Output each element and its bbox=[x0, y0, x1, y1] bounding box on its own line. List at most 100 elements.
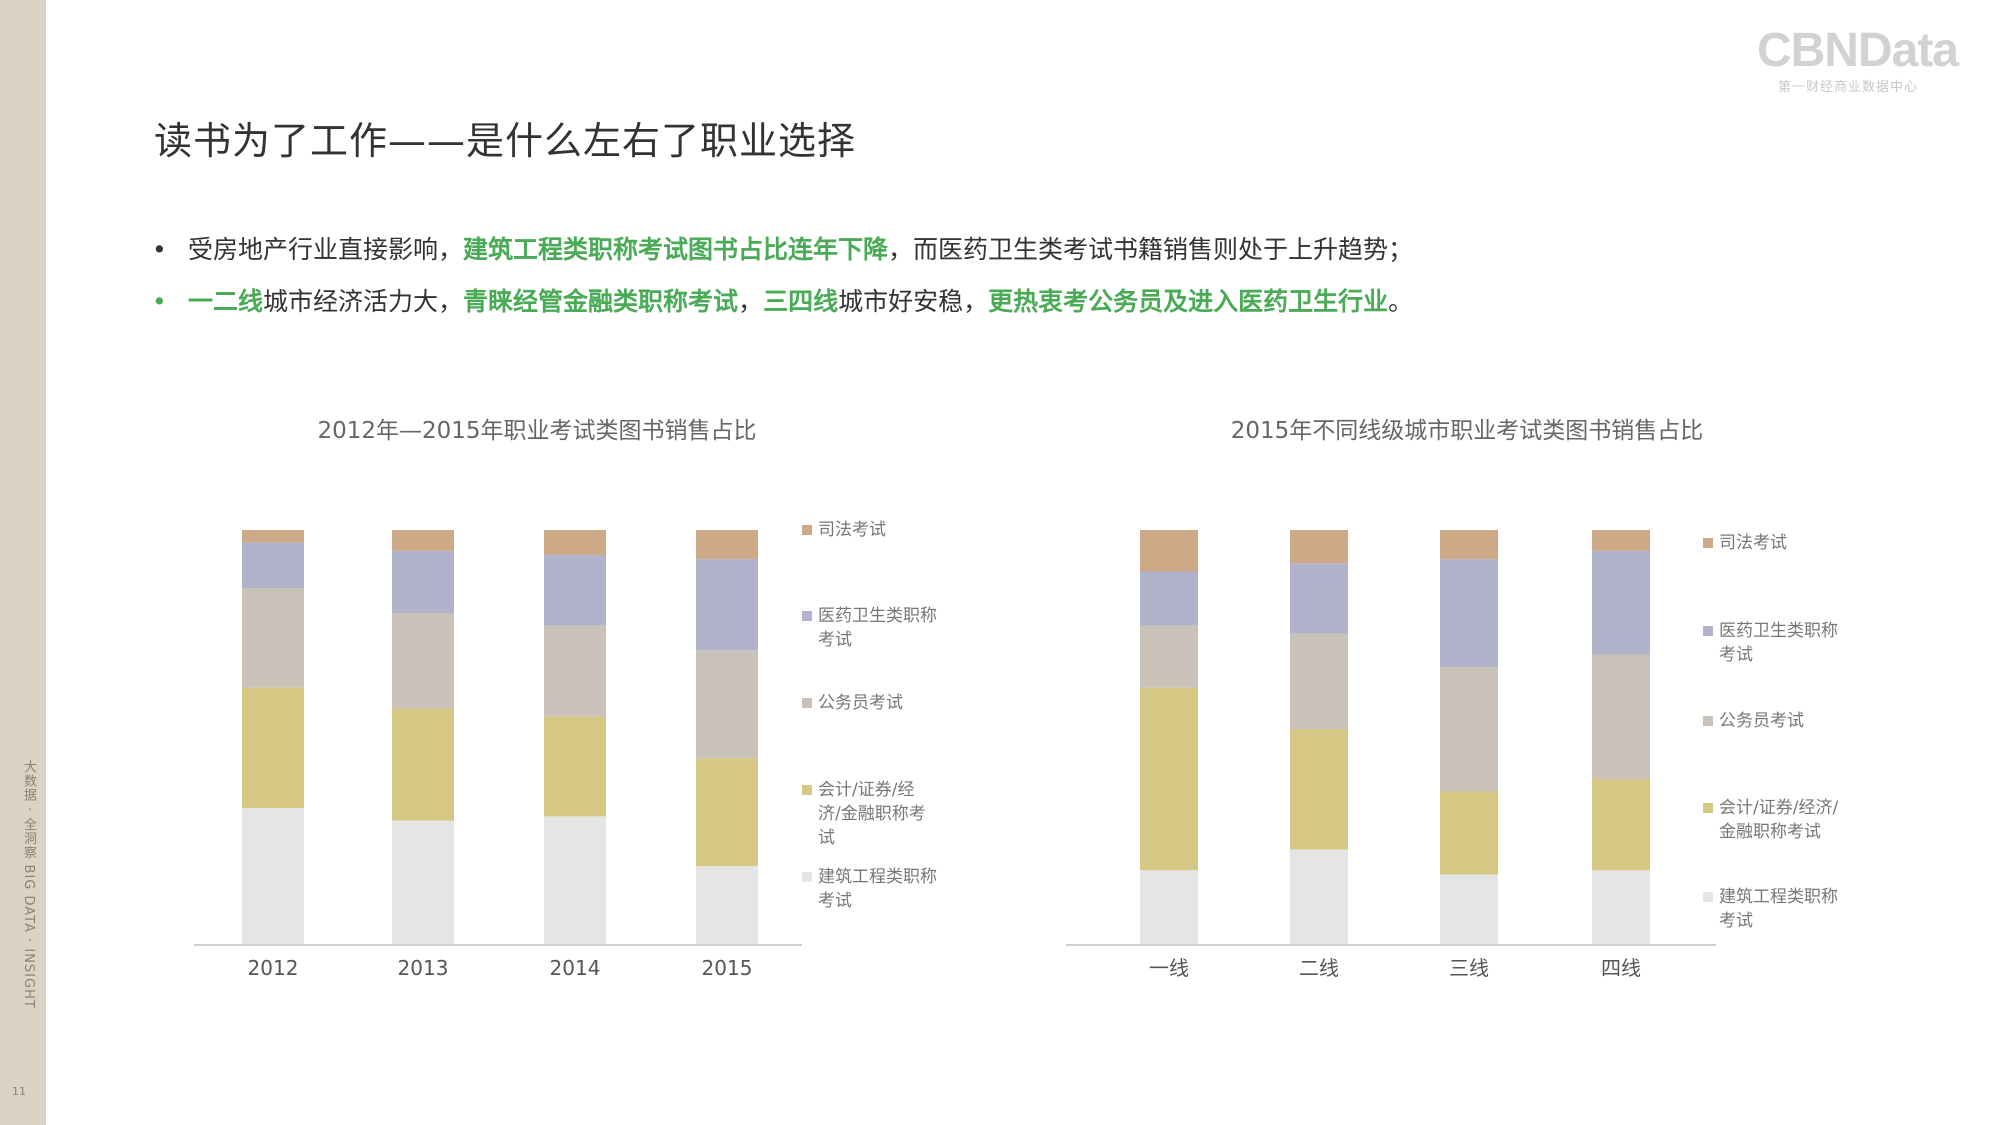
bar-segment bbox=[1440, 791, 1498, 875]
legend-label: 公务员考试 bbox=[1719, 711, 1804, 731]
bar-segment bbox=[242, 687, 304, 809]
x-tick-label: 2014 bbox=[550, 956, 601, 980]
bar-segment bbox=[1440, 874, 1498, 945]
logo-main-text: CBNData bbox=[1756, 24, 1959, 77]
bar-segment bbox=[1140, 530, 1198, 572]
bar-segment bbox=[1140, 870, 1198, 945]
bullet-text: 城市好安稳， bbox=[838, 287, 989, 316]
legend-swatch bbox=[1703, 538, 1713, 548]
bar-segment bbox=[544, 554, 606, 626]
bar-segment bbox=[392, 530, 454, 551]
bullet-highlight: 一二线 bbox=[188, 287, 264, 316]
bar-segment bbox=[392, 613, 454, 709]
bullet-highlight: 三四线 bbox=[763, 287, 839, 316]
x-tick-label: 二线 bbox=[1299, 956, 1339, 980]
x-tick-label: 2013 bbox=[398, 956, 449, 980]
logo-sub-text: 第一财经商业数据中心 bbox=[1777, 80, 1918, 95]
bar-segment bbox=[696, 758, 758, 867]
bar-segment bbox=[696, 559, 758, 651]
legend-swatch bbox=[1703, 803, 1713, 813]
legend-label: 建筑工程类职称 bbox=[818, 867, 937, 887]
bullet-list: • 受房地产行业直接影响，建筑工程类职称考试图书占比连年下降，而医药卫生类考试书… bbox=[150, 228, 1950, 332]
x-tick-label: 三线 bbox=[1449, 956, 1489, 980]
bar-segment bbox=[392, 550, 454, 613]
bar-segment bbox=[1290, 849, 1348, 945]
legend-label: 建筑工程类职称 bbox=[1719, 887, 1838, 907]
bullet-dot-icon: • bbox=[152, 287, 167, 316]
legend-label: 会计/证券/经济/ bbox=[1719, 798, 1838, 818]
bar-segment bbox=[1592, 530, 1650, 551]
x-tick-label: 2015 bbox=[702, 956, 753, 980]
bullet-highlight: 青睐经管金融类职称考试 bbox=[463, 287, 739, 316]
bullet-text: 城市经济活力大， bbox=[263, 287, 464, 316]
bar-segment bbox=[1140, 687, 1198, 871]
bar-segment bbox=[1440, 666, 1498, 792]
bullet-text: 。 bbox=[1388, 287, 1414, 316]
page-title: 读书为了工作——是什么左右了职业选择 bbox=[154, 119, 857, 163]
bar-segment bbox=[696, 650, 758, 759]
bar-segment bbox=[1440, 559, 1498, 667]
bar-segment bbox=[1290, 633, 1348, 730]
legend-swatch bbox=[802, 698, 812, 708]
bar-segment bbox=[242, 588, 304, 688]
bar-segment bbox=[1290, 563, 1348, 634]
legend-label: 司法考试 bbox=[1719, 533, 1787, 553]
bullet-text: 受房地产行业直接影响， bbox=[188, 235, 464, 264]
legend-swatch bbox=[802, 611, 812, 621]
bar-segment bbox=[392, 708, 454, 821]
chart-year-share: 2012年—2015年职业考试类图书销售占比 2012 2013 2014 2015 司法… bbox=[194, 418, 937, 980]
legend-label: 司法考试 bbox=[818, 520, 886, 540]
legend-swatch bbox=[1703, 716, 1713, 726]
legend-label: 考试 bbox=[818, 630, 852, 650]
bar-segment bbox=[242, 530, 304, 543]
legend-label: 金融职称考试 bbox=[1719, 822, 1821, 842]
legend-label: 试 bbox=[818, 828, 835, 848]
bar-segment bbox=[544, 625, 606, 717]
bullet-item-2: • 一二线城市经济活力大，青睐经管金融类职称考试，三四线城市好安稳，更热衷考公务… bbox=[150, 280, 1950, 332]
legend-swatch bbox=[802, 785, 812, 795]
bar-segment bbox=[696, 866, 758, 945]
cbndata-logo: CBNData 第一财经商业数据中心 bbox=[1756, 24, 1959, 96]
bullet-text: ， bbox=[738, 287, 764, 316]
legend-swatch bbox=[1703, 892, 1713, 902]
page-number: 11 bbox=[12, 1085, 26, 1098]
bullet-highlight: 更热衷考公务员及进入医药卫生行业 bbox=[988, 287, 1389, 316]
chart-title: 2015年不同线级城市职业考试类图书销售占比 bbox=[1231, 418, 1704, 444]
bar-segment bbox=[1440, 530, 1498, 560]
legend-swatch bbox=[1703, 626, 1713, 636]
x-tick-label: 一线 bbox=[1149, 956, 1189, 980]
bar-segment bbox=[1592, 779, 1650, 871]
bullet-text: ，而医药卫生类考试书籍销售则处于上升趋势； bbox=[888, 235, 1414, 264]
bar-segment bbox=[392, 820, 454, 945]
legend-label: 医药卫生类职称 bbox=[1719, 621, 1838, 641]
legend-label: 考试 bbox=[818, 891, 852, 911]
bar-segment bbox=[242, 542, 304, 589]
legend-label: 医药卫生类职称 bbox=[818, 606, 937, 626]
bar-segment bbox=[1290, 530, 1348, 564]
bar-segment bbox=[544, 716, 606, 817]
x-tick-label: 2012 bbox=[248, 956, 299, 980]
x-tick-label: 四线 bbox=[1601, 956, 1641, 980]
bar-segment bbox=[1592, 870, 1650, 945]
bullet-item-1: • 受房地产行业直接影响，建筑工程类职称考试图书占比连年下降，而医药卫生类考试书… bbox=[150, 228, 1950, 280]
bar-segment bbox=[1290, 729, 1348, 850]
bar-segment bbox=[1592, 654, 1650, 779]
legend-label: 考试 bbox=[1719, 645, 1753, 665]
legend-swatch bbox=[802, 525, 812, 535]
bar-segment bbox=[544, 816, 606, 945]
sidebar: 大数据 · 全洞察 BIG DATA · INSIGHT 11 bbox=[0, 0, 46, 1125]
chart-title: 2012年—2015年职业考试类图书销售占比 bbox=[317, 418, 756, 444]
sidebar-tagline: 大数据 · 全洞察 BIG DATA · INSIGHT bbox=[21, 760, 36, 1009]
bar-segment bbox=[696, 530, 758, 560]
bar-segment bbox=[1140, 625, 1198, 688]
bullet-highlight: 建筑工程类职称考试图书占比连年下降 bbox=[463, 235, 889, 264]
legend-swatch bbox=[802, 872, 812, 882]
bar-segment bbox=[242, 808, 304, 945]
legend-label: 会计/证券/经 bbox=[818, 780, 914, 800]
bar-segment bbox=[1592, 550, 1650, 655]
bullet-dot-icon: • bbox=[152, 235, 167, 264]
bar-segment bbox=[1140, 571, 1198, 626]
legend-label: 考试 bbox=[1719, 911, 1753, 931]
bar-segment bbox=[544, 530, 606, 555]
